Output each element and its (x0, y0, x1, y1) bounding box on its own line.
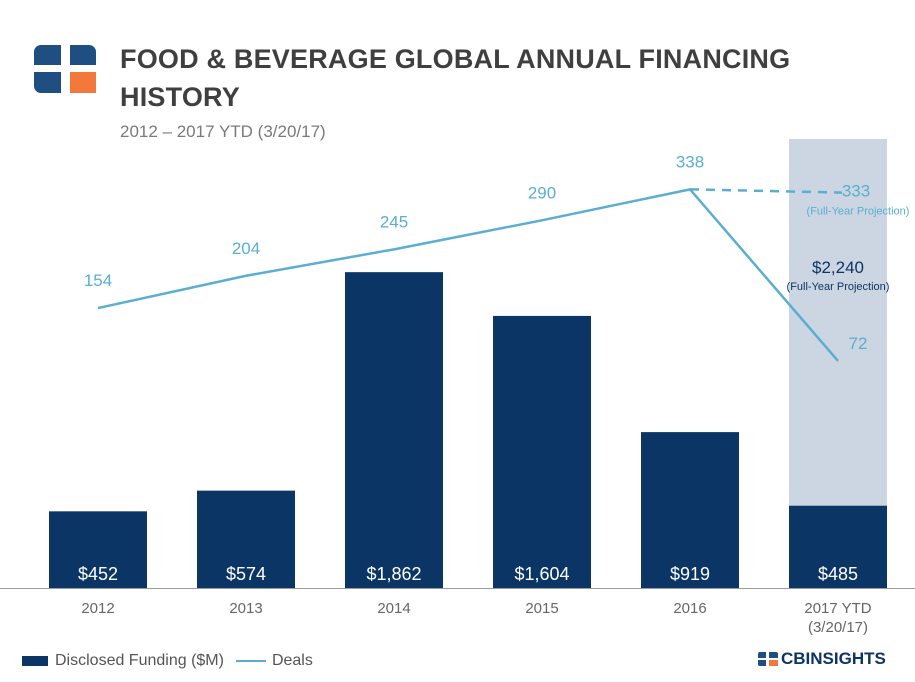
funding-bar-label: $452 (78, 564, 118, 584)
deals-value-label: 154 (84, 271, 112, 290)
chart-subtitle: 2012 – 2017 YTD (3/20/17) (120, 122, 326, 141)
funding-bar-label: $1,604 (514, 564, 569, 584)
legend-funding-swatch (22, 656, 48, 666)
funding-bar-label: $1,862 (366, 564, 421, 584)
brand-name: CBINSIGHTS (781, 649, 886, 668)
x-tick-label: 2012 (81, 600, 114, 617)
deals-value-label: 338 (676, 152, 704, 171)
x-tick-label: 2017 YTD (804, 600, 871, 617)
funding-bar (789, 505, 887, 588)
x-tick-label: 2016 (673, 600, 706, 617)
x-tick-label: 2015 (525, 600, 558, 617)
funding-bar-label: $574 (226, 564, 266, 584)
legend: Disclosed Funding ($M) Deals (22, 650, 313, 672)
funding-projection-note: (Full-Year Projection) (787, 281, 890, 293)
funding-bar-label: $485 (818, 564, 858, 584)
funding-bar (345, 272, 443, 588)
chart-title: FOOD & BEVERAGE GLOBAL ANNUAL FINANCING … (120, 44, 791, 112)
deals-value-label: 204 (232, 239, 260, 258)
deals-projection-value: 333 (842, 182, 870, 201)
cb-logo (34, 45, 96, 93)
x-tick-label: (3/20/17) (808, 619, 868, 636)
legend-deals-label: Deals (271, 652, 313, 669)
deals-value-label: 290 (528, 183, 556, 202)
x-tick-label: 2013 (229, 600, 262, 617)
legend-funding-label: Disclosed Funding ($M) (55, 652, 224, 669)
funding-bar-label: $919 (670, 564, 710, 584)
funding-bar (49, 511, 147, 588)
funding-bar (197, 490, 295, 588)
deals-line (97, 187, 839, 362)
deals-projection-note: (Full-Year Projection) (807, 206, 910, 218)
deals-value-label: 245 (380, 212, 408, 231)
deals-value-label: 72 (849, 334, 868, 353)
legend-deals-swatch (235, 660, 266, 662)
x-tick-label: 2014 (377, 600, 410, 617)
cbinsights-icon (758, 652, 778, 666)
funding-bar (641, 432, 739, 588)
funding-projection-value: $2,240 (812, 258, 864, 277)
cbinsights-brand: CBINSIGHTS (758, 649, 886, 669)
funding-bar (493, 315, 591, 588)
